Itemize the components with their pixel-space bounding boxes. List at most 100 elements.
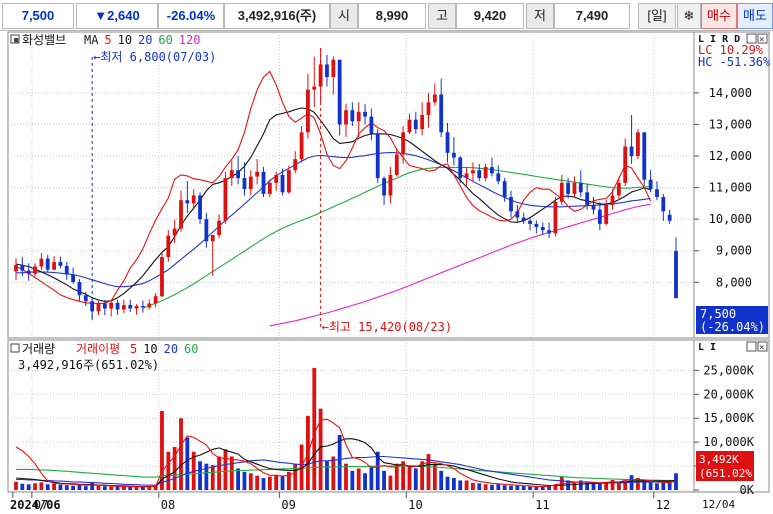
- ma120-line: [269, 203, 651, 327]
- legend-item: 20: [138, 33, 152, 47]
- ma20-line: [16, 151, 651, 288]
- candle-down: [528, 220, 532, 224]
- date-tick-label: 12: [656, 498, 670, 512]
- volume-close-button[interactable]: [757, 341, 768, 352]
- volume-tick-label: 25,000K: [703, 363, 754, 377]
- price-tick-label: 10,000: [709, 212, 752, 226]
- volume-bar: [534, 486, 539, 490]
- legend-item: 10: [118, 33, 132, 47]
- date-tick-label: 10: [408, 498, 422, 512]
- close-icon[interactable]: ×: [759, 35, 764, 45]
- ma10-line: [15, 107, 651, 302]
- ma5-path: [15, 70, 652, 305]
- volume-bar: [210, 465, 215, 490]
- volume-close-icon[interactable]: ×: [759, 343, 764, 353]
- candle-down: [496, 173, 501, 182]
- candle-down: [629, 146, 634, 156]
- legend-item: 10: [143, 342, 157, 356]
- candle-up: [464, 173, 469, 179]
- volume-bar: [661, 482, 666, 490]
- ma120-path: [269, 203, 651, 327]
- hc-ratio: HC -51.36%: [698, 55, 771, 69]
- price-tick-label: 11,000: [709, 181, 752, 195]
- candle-up: [426, 102, 431, 115]
- sell-button[interactable]: 매도: [737, 3, 773, 29]
- volume-minimize-button[interactable]: [746, 341, 757, 352]
- candle-down: [280, 174, 285, 193]
- candle-down: [369, 116, 374, 134]
- candle-down: [674, 251, 678, 299]
- volume-bar: [248, 473, 253, 490]
- candle-down: [185, 200, 190, 204]
- candle-up: [217, 220, 221, 235]
- candle-down: [204, 219, 209, 242]
- volume-toggle-box[interactable]: [10, 343, 20, 353]
- volume-bar: [413, 468, 418, 490]
- candle-up: [267, 182, 272, 194]
- candle-up: [318, 64, 323, 87]
- candle-down: [115, 302, 120, 310]
- volume-bar: [312, 367, 317, 490]
- candle-up: [166, 235, 171, 258]
- candle-up: [134, 306, 139, 309]
- price-tick-label: 9,000: [716, 244, 752, 258]
- vol-ma60-line: [16, 465, 676, 481]
- current-price: 7,500: [2, 3, 74, 29]
- candle-up: [604, 204, 609, 224]
- volume-bar: [642, 480, 647, 490]
- volume-bar: [96, 485, 101, 490]
- candle-up: [616, 182, 621, 196]
- ma60-path: [142, 166, 651, 309]
- volume-bar: [166, 451, 171, 490]
- legend-item: 60: [184, 342, 198, 356]
- candle-up: [553, 201, 558, 234]
- candle-down: [515, 211, 520, 218]
- volume-bar: [382, 470, 386, 490]
- volume-bar: [585, 481, 590, 490]
- candle-up: [407, 119, 412, 133]
- volume-bar: [521, 486, 526, 490]
- price-change-pct: -26.04%: [158, 3, 224, 29]
- stock-chart: ■ 화성밸브 MA 5 10 20 60 120 L I R D × LC 10.29% …: [7, 31, 771, 512]
- volume-bar: [179, 418, 183, 490]
- volume-tag: 3,492K (651.02%): [696, 451, 759, 481]
- candle-up: [286, 170, 291, 193]
- buy-button[interactable]: 매수: [701, 3, 737, 29]
- volume-bar: [426, 454, 431, 490]
- candle-up: [559, 182, 564, 202]
- candle-down: [547, 230, 551, 234]
- volume-bar: [267, 476, 272, 490]
- candle-up: [394, 154, 399, 175]
- open-label: 시: [330, 3, 358, 29]
- candle-down: [578, 182, 583, 193]
- candle-down: [540, 227, 545, 231]
- snowflake-icon[interactable]: ❄: [677, 3, 701, 29]
- volume-bar: [540, 486, 545, 490]
- minimize-button[interactable]: [746, 33, 757, 44]
- volume-bar: [293, 463, 298, 490]
- volume-bar: [153, 485, 158, 490]
- volume-bar: [52, 483, 56, 490]
- close-button[interactable]: [757, 33, 768, 44]
- volume-bar: [172, 446, 177, 490]
- vma60-path: [16, 465, 676, 481]
- volume-bar: [388, 475, 393, 490]
- legend-item: 20: [164, 342, 178, 356]
- panel-toggle-box[interactable]: [10, 34, 20, 44]
- candle-down: [509, 197, 513, 212]
- volume-bar: [33, 483, 37, 490]
- candle-down: [591, 204, 596, 210]
- volume-bar: [64, 485, 69, 490]
- ma-legend: MA 5 10 20 60 120: [84, 33, 200, 47]
- lird-title: L I R D: [698, 34, 740, 45]
- price-change: ▼2,640: [76, 3, 158, 29]
- ma60-line: [142, 166, 651, 309]
- panel-toggle-icon[interactable]: ■: [14, 36, 19, 44]
- volume-bar: [121, 486, 126, 490]
- candle-down: [64, 265, 69, 275]
- price-axis-frame: [693, 31, 770, 339]
- legend-item: 60: [158, 33, 172, 47]
- period-button[interactable]: [일]: [638, 3, 676, 29]
- candle-up: [471, 170, 475, 174]
- date-tick-label: 08: [161, 498, 175, 512]
